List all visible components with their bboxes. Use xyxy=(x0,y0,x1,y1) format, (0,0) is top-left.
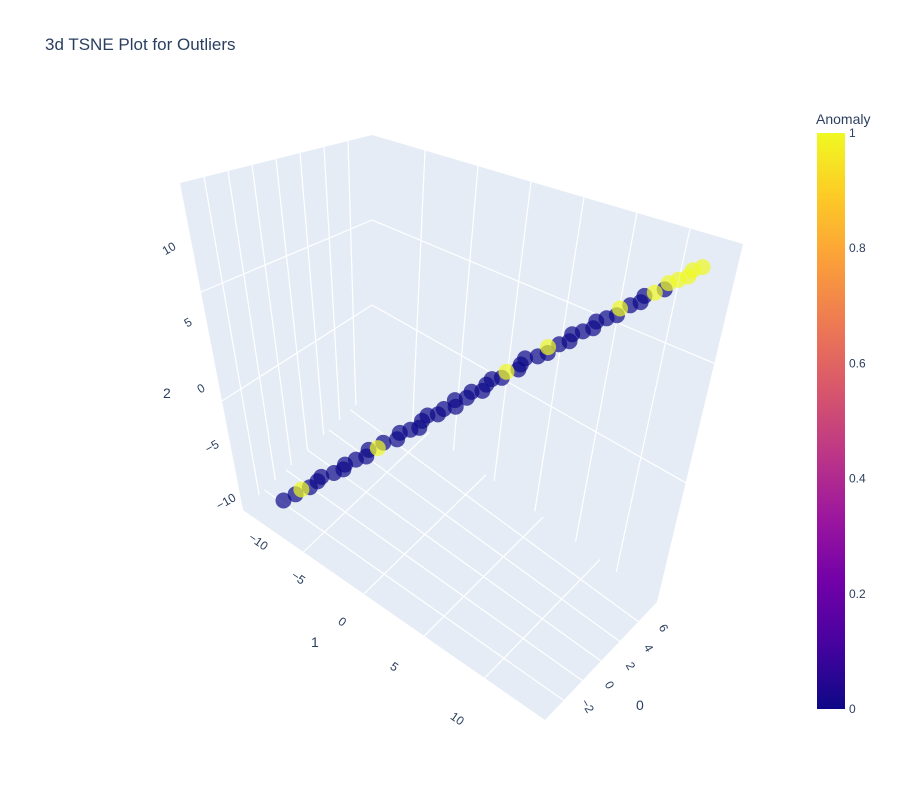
chart-title: 3d TSNE Plot for Outliers xyxy=(45,35,236,54)
colorbar-title: Anomaly xyxy=(816,111,870,127)
scatter-point xyxy=(517,350,534,367)
y-tick-label: 2 xyxy=(623,660,639,673)
colorbar-tick-label: 0.4 xyxy=(849,472,866,486)
x-tick-label: 10 xyxy=(448,709,467,728)
colorbar-ticks: 0 0.2 0.4 0.6 0.8 1 xyxy=(849,126,866,716)
z-tick-label: −5 xyxy=(203,437,222,456)
scatter-point xyxy=(369,440,386,457)
z-tick-label: 0 xyxy=(195,381,208,397)
scatter-point xyxy=(694,259,711,276)
x-tick-label: 5 xyxy=(388,659,402,674)
y-tick-label: 6 xyxy=(656,622,672,635)
colorbar-tick-label: 0.6 xyxy=(849,356,866,370)
scatter-point xyxy=(646,284,663,301)
colorbar-tick-label: 0.8 xyxy=(849,241,866,255)
z-tick-label: −10 xyxy=(214,490,239,512)
y-axis-title: 0 xyxy=(636,697,644,713)
x-tick-label: −5 xyxy=(289,568,309,588)
z-tick-label: 5 xyxy=(182,315,195,331)
colorbar-tick-label: 0 xyxy=(849,702,856,716)
y-tick-label: 0 xyxy=(602,679,618,692)
x-tick-label: −10 xyxy=(246,530,271,553)
colorbar xyxy=(817,133,845,709)
scatter-point xyxy=(293,481,310,498)
x-tick-label: 0 xyxy=(336,614,350,629)
scatter-point xyxy=(275,492,292,509)
y-tick-label: 4 xyxy=(641,642,657,655)
colorbar-tick-label: 1 xyxy=(849,126,856,140)
scatter-point xyxy=(612,300,628,317)
scatter-point xyxy=(313,468,330,485)
scatter-point xyxy=(540,339,557,356)
x-axis-title: 1 xyxy=(311,634,319,650)
colorbar-tick-label: 0.2 xyxy=(849,587,866,601)
scatter-point xyxy=(498,363,515,380)
scatter-point xyxy=(435,401,452,417)
scatter-point xyxy=(446,392,463,409)
y-tick-label: −2 xyxy=(578,697,597,716)
scatter-points xyxy=(275,259,711,509)
z-tick-label: 10 xyxy=(160,239,179,258)
z-axis-title: 2 xyxy=(163,385,171,401)
